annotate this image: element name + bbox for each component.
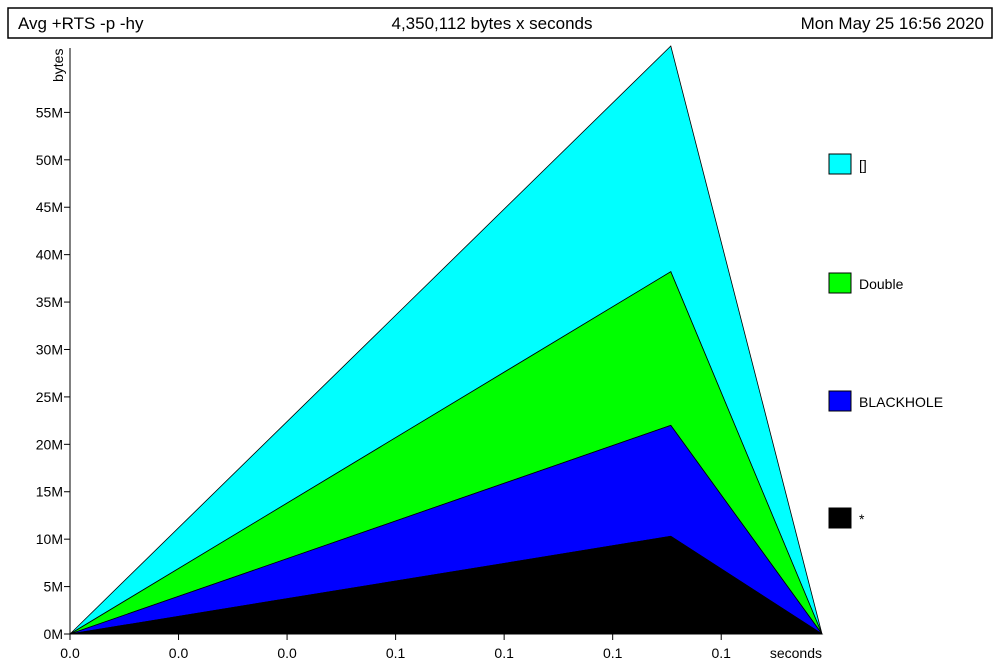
y-tick-label: 45M <box>36 199 63 215</box>
y-tick-label: 0M <box>44 626 63 642</box>
area-layers <box>69 45 824 635</box>
y-tick-label: 55M <box>36 104 63 120</box>
x-tick-label: 0.1 <box>386 645 406 661</box>
y-tick-label: 5M <box>44 579 63 595</box>
legend: [] Double BLACKHOLE * <box>828 153 943 529</box>
legend-label: * <box>859 511 865 527</box>
legend-swatch <box>828 390 852 412</box>
legend-label: Double <box>859 276 904 292</box>
legend-swatch <box>828 272 852 294</box>
x-tick-label: 0.0 <box>277 645 297 661</box>
y-tick-label: 50M <box>36 152 63 168</box>
x-tick-label: 0.1 <box>603 645 623 661</box>
x-tick-label: 0.1 <box>494 645 514 661</box>
y-tick-label: 25M <box>36 389 63 405</box>
header-total: 4,350,112 bytes x seconds <box>392 14 593 33</box>
y-axis-label: bytes <box>50 49 66 82</box>
legend-label: [] <box>859 157 867 173</box>
y-tick-label: 30M <box>36 341 63 357</box>
y-tick-label: 10M <box>36 531 63 547</box>
header-box <box>7 7 993 39</box>
axes <box>69 48 822 635</box>
x-axis-label: seconds <box>770 645 822 661</box>
x-ticks: 0.0 0.0 0.0 0.1 0.1 0.1 0.1 <box>60 634 731 661</box>
x-tick-label: 0.1 <box>711 645 731 661</box>
y-tick-label: 40M <box>36 247 63 263</box>
y-tick-label: 20M <box>36 436 63 452</box>
legend-label: BLACKHOLE <box>859 394 943 410</box>
header-program: Avg +RTS -p -hy <box>18 14 144 33</box>
header-date: Mon May 25 16:56 2020 <box>801 14 984 33</box>
legend-swatch <box>828 507 852 529</box>
y-tick-label: 35M <box>36 294 63 310</box>
y-tick-label: 15M <box>36 484 63 500</box>
y-ticks: 0M 5M 10M 15M 20M 25M 30M 35M 40M 45M 50M 55M <box>36 104 70 642</box>
x-tick-label: 0.0 <box>169 645 189 661</box>
legend-swatch <box>828 153 852 175</box>
x-tick-label: 0.0 <box>60 645 80 661</box>
